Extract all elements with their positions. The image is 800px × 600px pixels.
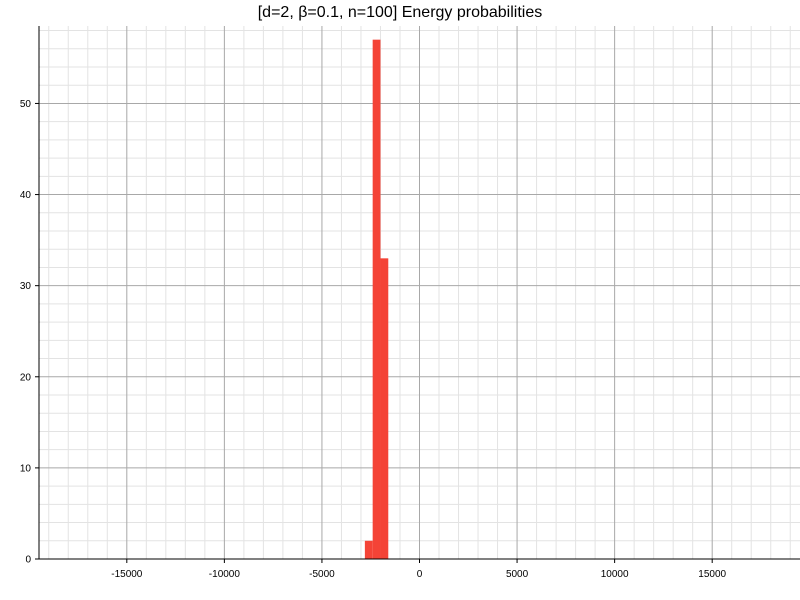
x-tick-label: 5000 [506,569,529,580]
x-tick-label: 0 [417,569,423,580]
histogram-bar [372,39,381,559]
x-tick-label: -15000 [111,569,143,580]
y-tick-label: 40 [20,190,32,201]
x-tick-label: 10000 [601,569,629,580]
histogram-bar [364,540,373,559]
y-tick-label: 50 [20,99,32,110]
y-tick-label: 0 [25,555,31,566]
x-tick-label: -10000 [209,569,241,580]
y-tick-label: 30 [20,281,32,292]
x-tick-label: -5000 [309,569,335,580]
chart-title: [d=2, β=0.1, n=100] Energy probabilities [257,4,543,21]
y-tick-label: 10 [20,463,32,474]
y-tick-label: 20 [20,372,32,383]
x-tick-label: 15000 [698,569,726,580]
histogram-bar [380,258,389,559]
